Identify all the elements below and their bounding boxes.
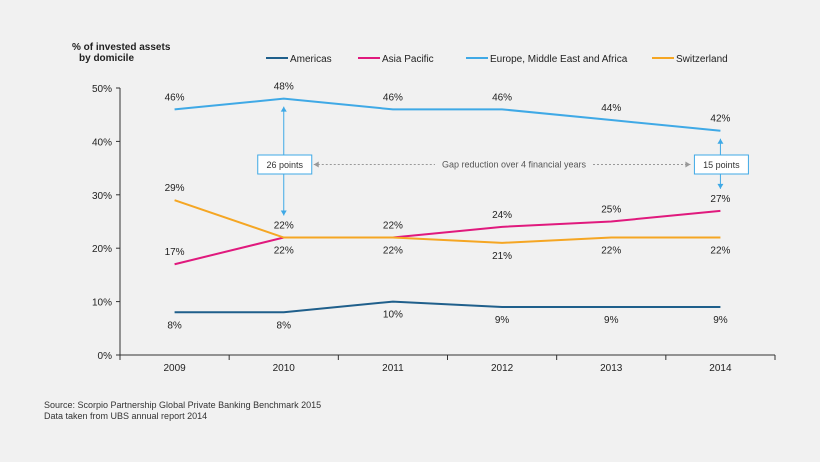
arrow-head [280,106,287,112]
gap-box-2010 [257,154,313,175]
connector-head-right [685,161,691,168]
legend-label: Asia Pacific [382,54,434,65]
series-lines [174,97,721,314]
legend: Americas Asia Pacific Europe, Middle East … [266,54,728,65]
data-label: 42% [710,114,730,125]
data-label: 48% [274,82,294,93]
data-label: 44% [601,103,621,114]
data-label: 46% [492,92,512,103]
y-tick-label: 40% [92,137,112,148]
y-axis-title-line2: by domicile [79,53,134,64]
y-tick-label: 20% [92,244,112,255]
data-label: 22% [710,246,730,257]
connector-head-left [313,161,319,168]
series-line [174,97,721,132]
y-tick-label: 0% [98,351,113,362]
data-label: 29% [165,183,185,194]
data-label: 22% [274,246,294,257]
source-note: Source: Scorpio Partnership Global Priva… [44,400,322,410]
legend-label: Europe, Middle East and Africa [490,54,628,65]
data-label: 24% [492,210,512,221]
data-label: 22% [274,221,294,232]
data-label: 9% [495,315,510,326]
data-label: 8% [277,320,292,331]
y-axis: 0% 10% 20% 30% 40% 50% [92,84,121,362]
legend-label: Switzerland [676,54,728,65]
data-label: 9% [604,315,619,326]
gap-box-2014 [693,154,749,175]
data-label: 27% [710,194,730,205]
legend-label: Americas [290,54,332,65]
data-label: 46% [165,92,185,103]
gap-label-2010: 26 points [266,160,303,170]
y-axis-title-line1: % of invested assets [72,42,171,53]
x-tick-label: 2012 [491,363,514,374]
gap-annotations: 26 points 15 points Gap reduction over 4 f… [257,106,749,216]
data-label: 22% [601,246,621,257]
data-label: 17% [165,247,185,258]
gap-label-2014: 15 points [703,160,740,170]
data-label: 9% [713,315,728,326]
data-note: Data taken from UBS annual report 2014 [44,411,208,421]
x-tick-label: 2013 [600,363,623,374]
x-tick-label: 2011 [382,363,404,374]
x-tick-label: 2009 [163,363,186,374]
y-tick-label: 50% [92,84,112,95]
series-line [174,199,721,244]
data-label: 25% [601,205,621,216]
arrow-head [280,210,287,216]
data-labels: 8% 8% 10% 9% 9% 9% 17% 22% 22% 24% 25% 27% 46% 48% 46%… [165,82,731,332]
series-line [174,209,721,266]
data-label: 46% [383,92,403,103]
gap-text: Gap reduction over 4 financial years [442,160,587,170]
x-tick-label: 2010 [273,363,296,374]
x-axis: 2009 2010 2011 2012 2013 2014 [119,354,776,374]
x-tick-label: 2014 [709,363,732,374]
data-label: 22% [383,246,403,257]
y-tick-label: 30% [92,191,112,202]
data-label: 8% [167,320,182,331]
data-label: 22% [383,221,403,232]
y-tick-label: 10% [92,298,112,309]
series-line [174,300,721,314]
data-label: 10% [383,310,403,321]
arrow-head [717,138,724,144]
data-label: 21% [492,251,512,262]
arrow-head [717,183,724,189]
